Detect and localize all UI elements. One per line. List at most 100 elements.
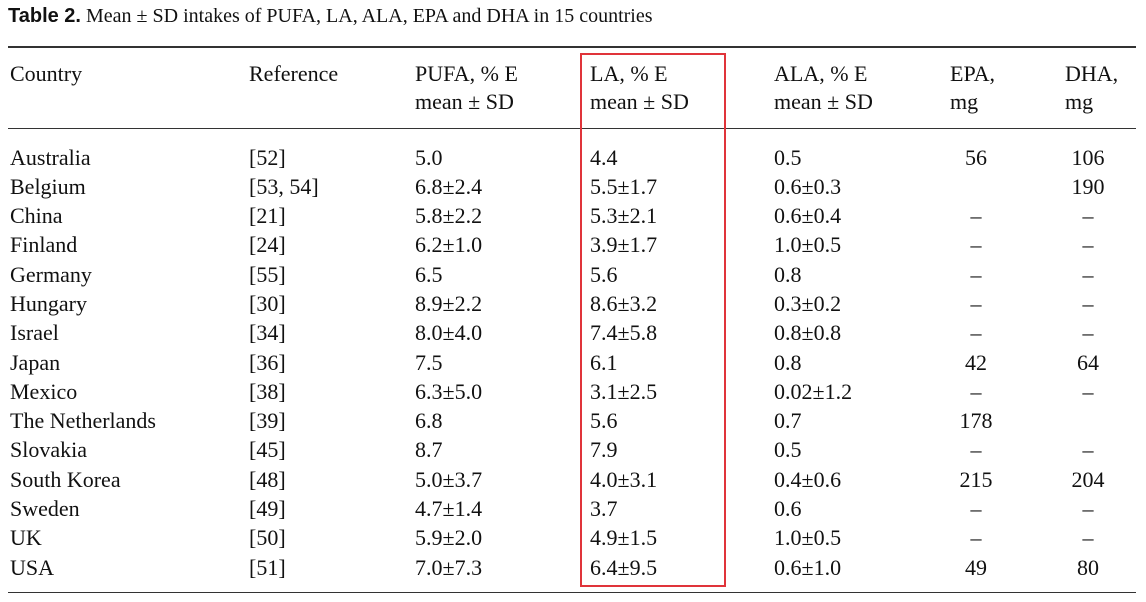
cell-reference: [50] bbox=[249, 525, 286, 550]
cell-reference: [21] bbox=[249, 203, 286, 228]
cell-country: The Netherlands bbox=[10, 408, 156, 433]
cell-dha: 64 bbox=[1077, 350, 1099, 375]
cell-pufa: 8.9±2.2 bbox=[415, 291, 483, 316]
cell-la: 8.6±3.2 bbox=[590, 291, 658, 316]
cell-la: 5.5±1.7 bbox=[590, 174, 658, 199]
cell-pufa: 6.5 bbox=[415, 262, 443, 287]
cell-dha: – bbox=[1082, 320, 1094, 345]
cell-epa: – bbox=[970, 379, 982, 404]
table-row: Germany [55] 6.5 5.6 0.8 – – bbox=[0, 260, 1146, 289]
cell-country: Hungary bbox=[10, 291, 87, 316]
table-row: UK [50] 5.9±2.0 4.9±1.5 1.0±0.5 – – bbox=[0, 523, 1146, 552]
cell-ala: 0.6±1.0 bbox=[774, 555, 842, 580]
cell-country: Belgium bbox=[10, 174, 86, 199]
table-row: Finland [24] 6.2±1.0 3.9±1.7 1.0±0.5 – – bbox=[0, 230, 1146, 259]
cell-la: 4.4 bbox=[590, 145, 618, 170]
table-row: China [21] 5.8±2.2 5.3±2.1 0.6±0.4 – – bbox=[0, 201, 1146, 230]
cell-ala: 0.7 bbox=[774, 408, 802, 433]
cell-la: 3.7 bbox=[590, 496, 618, 521]
cell-country: Sweden bbox=[10, 496, 80, 521]
table-bottom-rule bbox=[8, 592, 1136, 593]
cell-reference: [39] bbox=[249, 408, 286, 433]
table-row: Japan [36] 7.5 6.1 0.8 42 64 bbox=[0, 348, 1146, 377]
cell-pufa: 8.0±4.0 bbox=[415, 320, 483, 345]
cell-pufa: 7.5 bbox=[415, 350, 443, 375]
cell-ala: 0.8 bbox=[774, 262, 802, 287]
cell-country: Israel bbox=[10, 320, 59, 345]
cell-reference: [53, 54] bbox=[249, 174, 319, 199]
cell-la: 7.4±5.8 bbox=[590, 320, 658, 345]
header-ala: ALA, % E mean ± SD bbox=[774, 60, 873, 116]
cell-la: 5.6 bbox=[590, 408, 618, 433]
cell-dha: 106 bbox=[1071, 145, 1105, 170]
header-country-label: Country bbox=[10, 61, 83, 86]
table-row: Israel [34] 8.0±4.0 7.4±5.8 0.8±0.8 – – bbox=[0, 318, 1146, 347]
header-ala-line1: ALA, % E bbox=[774, 61, 868, 86]
header-dha-line1: DHA, bbox=[1065, 61, 1119, 86]
cell-country: South Korea bbox=[10, 467, 121, 492]
cell-ala: 0.5 bbox=[774, 437, 802, 462]
cell-country: Germany bbox=[10, 262, 92, 287]
cell-ala: 0.02±1.2 bbox=[774, 379, 853, 404]
cell-dha: – bbox=[1082, 203, 1094, 228]
cell-pufa: 6.2±1.0 bbox=[415, 232, 483, 257]
cell-reference: [52] bbox=[249, 145, 286, 170]
cell-reference: [38] bbox=[249, 379, 286, 404]
header-la-line2: mean ± SD bbox=[590, 89, 689, 114]
header-dha-line2: mg bbox=[1065, 89, 1094, 114]
cell-dha: 80 bbox=[1077, 555, 1099, 580]
header-pufa-line2: mean ± SD bbox=[415, 89, 514, 114]
cell-ala: 1.0±0.5 bbox=[774, 525, 842, 550]
table-row: Hungary [30] 8.9±2.2 8.6±3.2 0.3±0.2 – – bbox=[0, 289, 1146, 318]
table-caption-text: Mean ± SD intakes of PUFA, LA, ALA, EPA … bbox=[86, 5, 653, 27]
cell-dha: – bbox=[1082, 262, 1094, 287]
table-header-rule bbox=[8, 128, 1136, 129]
cell-country: Slovakia bbox=[10, 437, 87, 462]
cell-reference: [48] bbox=[249, 467, 286, 492]
cell-pufa: 6.3±5.0 bbox=[415, 379, 483, 404]
cell-la: 5.6 bbox=[590, 262, 618, 287]
cell-dha: 204 bbox=[1071, 467, 1105, 492]
cell-epa: 178 bbox=[959, 408, 993, 433]
header-country: Country bbox=[10, 60, 82, 88]
cell-pufa: 5.0 bbox=[415, 145, 443, 170]
cell-epa: – bbox=[970, 232, 982, 257]
cell-la: 6.4±9.5 bbox=[590, 555, 658, 580]
cell-pufa: 6.8 bbox=[415, 408, 443, 433]
cell-country: Mexico bbox=[10, 379, 78, 404]
table-row: Mexico [38] 6.3±5.0 3.1±2.5 0.02±1.2 – – bbox=[0, 377, 1146, 406]
header-epa-line2: mg bbox=[950, 89, 979, 114]
header-reference-label: Reference bbox=[249, 61, 339, 86]
cell-country: Japan bbox=[10, 350, 61, 375]
header-dha: DHA, mg bbox=[1065, 60, 1118, 116]
header-ala-line2: mean ± SD bbox=[774, 89, 873, 114]
table-row: The Netherlands [39] 6.8 5.6 0.7 178 bbox=[0, 406, 1146, 435]
header-pufa-line1: PUFA, % E bbox=[415, 61, 518, 86]
cell-ala: 1.0±0.5 bbox=[774, 232, 842, 257]
header-la: LA, % E mean ± SD bbox=[590, 60, 689, 116]
header-epa: EPA, mg bbox=[950, 60, 995, 116]
table-caption-label: Table 2. bbox=[8, 5, 81, 27]
table-row: Slovakia [45] 8.7 7.9 0.5 – – bbox=[0, 435, 1146, 464]
cell-epa: – bbox=[970, 291, 982, 316]
table-row: Australia [52] 5.0 4.4 0.5 56 106 bbox=[0, 143, 1146, 172]
cell-epa: – bbox=[970, 437, 982, 462]
header-epa-line1: EPA, bbox=[950, 61, 996, 86]
cell-la: 4.9±1.5 bbox=[590, 525, 658, 550]
cell-la: 4.0±3.1 bbox=[590, 467, 658, 492]
cell-dha: – bbox=[1082, 232, 1094, 257]
cell-ala: 0.8 bbox=[774, 350, 802, 375]
cell-reference: [51] bbox=[249, 555, 286, 580]
cell-reference: [55] bbox=[249, 262, 286, 287]
cell-epa: – bbox=[970, 496, 982, 521]
cell-epa: – bbox=[970, 320, 982, 345]
cell-country: Australia bbox=[10, 145, 91, 170]
cell-pufa: 5.9±2.0 bbox=[415, 525, 483, 550]
cell-reference: [34] bbox=[249, 320, 286, 345]
cell-ala: 0.6 bbox=[774, 496, 802, 521]
cell-reference: [45] bbox=[249, 437, 286, 462]
cell-reference: [36] bbox=[249, 350, 286, 375]
cell-country: Finland bbox=[10, 232, 78, 257]
cell-la: 3.9±1.7 bbox=[590, 232, 658, 257]
cell-dha: 190 bbox=[1071, 174, 1105, 199]
